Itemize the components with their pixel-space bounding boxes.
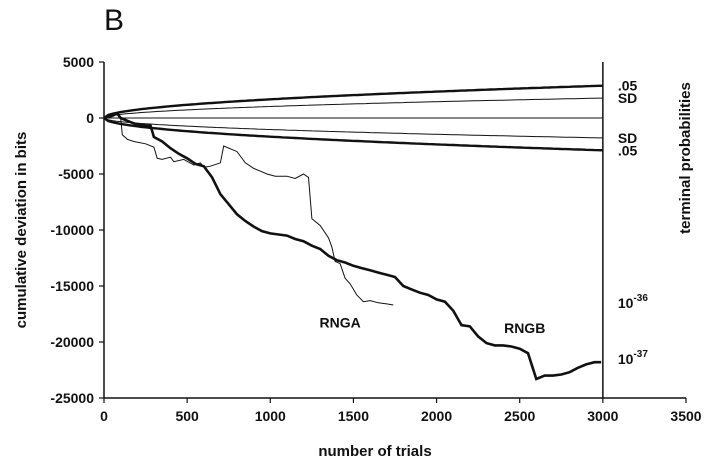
y-tick-label: 0: [86, 110, 94, 126]
panel-letter: B: [104, 4, 124, 37]
series-label-rngb: RNGB: [504, 320, 545, 336]
x-tick-label: 3000: [587, 408, 618, 424]
terminal-label: .05: [618, 142, 638, 158]
x-tick-label: 500: [175, 408, 199, 424]
envelope-upper-sd: [103, 97, 603, 119]
y-tick-label: -25000: [50, 390, 94, 406]
y-tick-label: -10000: [50, 222, 94, 238]
series-annotations: RNGA RNGB: [320, 314, 546, 336]
terminal-label: SD: [618, 90, 637, 106]
x-tick-label: 2000: [421, 408, 452, 424]
x-tick-label: 1500: [338, 408, 369, 424]
terminal-exponent-label: 10-36: [618, 293, 648, 311]
y-tick-label: -5000: [58, 166, 94, 182]
terminal-probabilities-title: terminal probabilities: [677, 82, 694, 234]
y-tick-label: -15000: [50, 278, 94, 294]
series-line-rnga: [103, 111, 394, 306]
envelope-lower-p05: [103, 117, 603, 152]
x-axis-title: number of trials: [318, 443, 431, 460]
y-axis-ticks: 5000 0 -5000 -10000 -15000 -20000 -25000: [50, 54, 104, 406]
x-tick-label: 3500: [670, 408, 701, 424]
y-tick-label: -20000: [50, 334, 94, 350]
envelope-upper-p05: [103, 84, 603, 119]
y-tick-label: 5000: [63, 54, 94, 70]
terminal-exponent-label: 10-37: [618, 349, 648, 367]
probability-envelopes: [103, 84, 603, 152]
series-lines: [103, 111, 602, 381]
x-tick-label: 2500: [504, 408, 535, 424]
series-label-rnga: RNGA: [320, 314, 361, 330]
envelope-lower-sd: [103, 117, 603, 139]
x-axis-ticks: 0 500 1000 1500 2000 2500 3000 3500: [100, 398, 702, 424]
terminal-label: SD: [618, 130, 637, 146]
x-tick-label: 1000: [255, 408, 286, 424]
y-axis-title: cumulative deviation in bits: [13, 132, 30, 329]
x-tick-label: 0: [100, 408, 108, 424]
series-line-rngb: [103, 111, 602, 381]
terminal-label: .05: [618, 78, 638, 94]
